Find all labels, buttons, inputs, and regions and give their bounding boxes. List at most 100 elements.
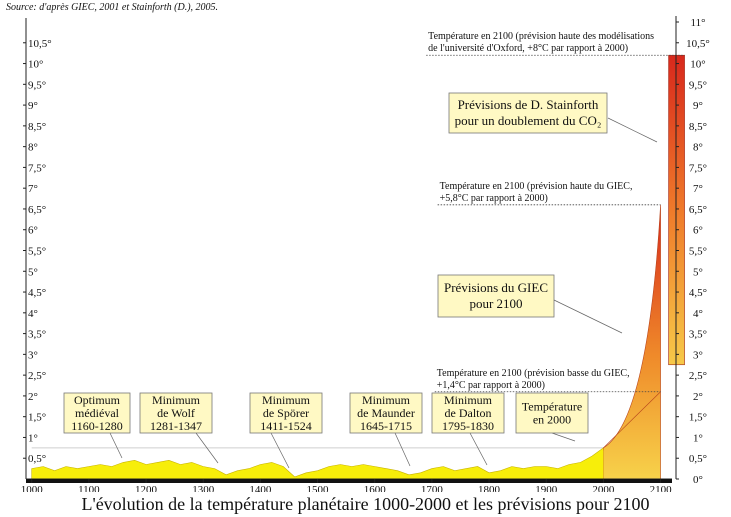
y-tick-label-left: 8,5° xyxy=(28,121,46,133)
period-pointer xyxy=(109,432,123,459)
period-label-frame xyxy=(349,392,423,434)
period-label-text: 1411-1524 xyxy=(260,419,312,433)
x-tick-label: 1200 xyxy=(135,484,158,492)
y-tick-label-right: 9,5° xyxy=(689,79,707,91)
period-label-text: 1645-1715 xyxy=(360,419,412,433)
y-tick-label-left: 4,5° xyxy=(28,287,46,299)
period-label-text: de Maunder xyxy=(357,406,415,420)
period-label-text: de Spörer xyxy=(263,406,309,420)
period-label-text: en 2000 xyxy=(533,413,571,427)
history-area xyxy=(31,447,604,480)
period-label-frame xyxy=(63,392,131,434)
x-axis-band xyxy=(26,479,672,483)
y-tick-label-left: 3° xyxy=(28,349,38,361)
y-tick-label-left: 6° xyxy=(28,225,38,237)
giec-label-text: Prévisions du GIEC xyxy=(444,280,548,295)
y-tick-label-right: 9° xyxy=(693,100,703,112)
period-pointer xyxy=(394,432,411,467)
y-tick-label-left: 2,5° xyxy=(28,370,46,382)
giec-label-text: pour 2100 xyxy=(469,296,522,311)
note-oxford-text: de l'université d'Oxford, +8°C par rappo… xyxy=(428,43,628,54)
y-tick-label-right: 2,5° xyxy=(689,370,707,382)
chart-marks xyxy=(31,54,685,480)
stainforth-label-text: pour un doublement du CO₂ xyxy=(455,113,602,128)
y-tick-label-left: 8° xyxy=(28,142,38,154)
period-label-text: Minimum xyxy=(444,393,493,407)
y-tick-label-left: 10° xyxy=(28,59,43,71)
period-label-frame xyxy=(249,392,323,434)
x-tick-label: 1000 xyxy=(21,484,44,492)
x-tick-label: 1500 xyxy=(307,484,330,492)
chart-caption: L'évolution de la température planétaire… xyxy=(81,494,650,514)
period-label-text: médiéval xyxy=(75,406,120,420)
x-tick-label: 1300 xyxy=(192,484,215,492)
source-note: Source: d'après GIEC, 2001 et Stainforth… xyxy=(6,2,219,13)
stainforth-pointer xyxy=(607,117,658,143)
y-tick-label-left: 1,5° xyxy=(28,412,46,424)
x-tick-label: 1400 xyxy=(249,484,272,492)
stainforth-range-bar xyxy=(668,54,685,366)
x-tick-label: 2100 xyxy=(650,484,673,492)
y-tick-label-right: 0° xyxy=(693,474,703,486)
giec-pointer xyxy=(553,299,623,334)
period-label-text: 1795-1830 xyxy=(442,419,494,433)
y-tick-label-left: 2° xyxy=(28,391,38,403)
y-tick-label-right: 1° xyxy=(693,432,703,444)
y-tick-label-right: 1,5° xyxy=(689,412,707,424)
y-tick-label-left: 3,5° xyxy=(28,329,46,341)
y-tick-label-left: 1° xyxy=(28,432,38,444)
y-tick-label-right: 5° xyxy=(693,266,703,278)
y-tick-label-right: 6,5° xyxy=(689,204,707,216)
y-tick-label-left: 9° xyxy=(28,100,38,112)
period-pointer xyxy=(469,432,488,466)
x-tick-label: 1600 xyxy=(364,484,387,492)
y-tick-label-left: 5,5° xyxy=(28,246,46,258)
giec-forecast-area xyxy=(603,204,661,480)
period-label-text: Optimum xyxy=(74,393,121,407)
x-tick-label: 1800 xyxy=(478,484,501,492)
y-tick-label-right: 4° xyxy=(693,308,703,320)
y-tick-label-right: 11° xyxy=(691,17,706,29)
y-tick-label-left: 10,5° xyxy=(28,38,52,50)
y-tick-label-left: 0,5° xyxy=(28,453,46,465)
y-tick-label-right: 10,5° xyxy=(686,38,710,50)
y-tick-label-right: 4,5° xyxy=(689,287,707,299)
period-label-frame xyxy=(431,392,505,434)
y-tick-label-right: 8,5° xyxy=(689,121,707,133)
x-tick-label: 2000 xyxy=(592,484,615,492)
period-pointer xyxy=(195,432,219,464)
axes: 0,5° 1° 1,5° 2° 2,5° 3° 3,5° 4° 4,5° 5° 5,5° 6° 6,5°… xyxy=(21,16,710,492)
y-tick-label-left: 6,5° xyxy=(28,204,46,216)
temperature-chart: Température en 2100 (prévision haute des… xyxy=(21,16,710,492)
y-tick-label-right: 0,5° xyxy=(689,453,707,465)
threshold-notes: Température en 2100 (prévision haute des… xyxy=(426,31,685,393)
note-giec-high-text: Température en 2100 (prévision haute du … xyxy=(440,181,633,192)
stainforth-label-text: Prévisions de D. Stainforth xyxy=(458,97,599,112)
period-pointer xyxy=(270,432,290,469)
period-label-frame xyxy=(139,392,213,434)
giec-label-frame xyxy=(437,274,555,318)
y-tick-label-right: 5,5° xyxy=(689,246,707,258)
note-giec-high-text: +5,8°C par rapport à 2000) xyxy=(440,193,548,204)
y-tick-label-right: 3° xyxy=(693,349,703,361)
y-tick-label-left: 4° xyxy=(28,308,38,320)
y-tick-label-left: 7,5° xyxy=(28,162,46,174)
y-tick-label-right: 2° xyxy=(693,391,703,403)
y-tick-label-left: 5° xyxy=(28,266,38,278)
y-tick-label-right: 7,5° xyxy=(689,162,707,174)
note-oxford-text: Température en 2100 (prévision haute des… xyxy=(428,31,654,42)
period-label-text: 1281-1347 xyxy=(150,419,202,433)
note-giec-low-text: Température en 2100 (prévision basse du … xyxy=(437,368,630,379)
period-label-text: Minimum xyxy=(152,393,201,407)
period-pointer xyxy=(551,432,576,442)
giec-low-line xyxy=(603,391,661,449)
y-tick-label-right: 10° xyxy=(690,59,705,71)
period-label-text: Minimum xyxy=(362,393,411,407)
history-join xyxy=(599,447,604,479)
